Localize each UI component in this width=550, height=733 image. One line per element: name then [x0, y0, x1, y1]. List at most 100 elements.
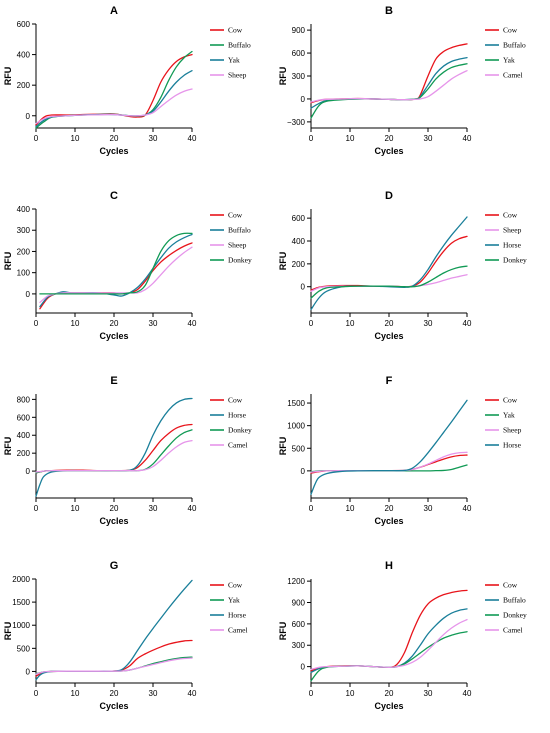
series-line-donkey — [310, 265, 468, 299]
legend-label-cow: Cow — [503, 396, 518, 405]
y-tick-label: 200 — [17, 449, 31, 458]
y-tick-label: 500 — [292, 444, 306, 453]
legend-label-horse: Horse — [503, 441, 522, 450]
x-axis-label: Cycles — [99, 516, 128, 526]
x-tick-label: 20 — [385, 134, 394, 143]
series-line-sheep — [310, 451, 468, 473]
y-axis-label: RFU — [278, 252, 288, 271]
y-axis-label: RFU — [3, 622, 13, 641]
legend-label-buffalo: Buffalo — [228, 226, 251, 235]
legend-label-buffalo: Buffalo — [503, 41, 526, 50]
series-line-sheep — [35, 88, 193, 125]
chart-panel-c: C 0 100 200 300 400 0 10 20 30 40 Cycles RFU Cow Buffa… — [0, 185, 270, 360]
legend-label-camel: Camel — [503, 71, 523, 80]
series-line-cow — [35, 53, 193, 126]
y-tick-label: 1000 — [287, 422, 305, 431]
x-tick-label: 30 — [149, 319, 158, 328]
y-tick-label: 200 — [292, 260, 306, 269]
y-tick-label: 400 — [17, 205, 31, 214]
y-tick-label: 0 — [301, 283, 306, 292]
y-tick-label: 300 — [17, 226, 31, 235]
y-axis-label: RFU — [278, 622, 288, 641]
x-tick-label: 20 — [110, 134, 119, 143]
x-tick-label: 20 — [110, 689, 119, 698]
legend-label-horse: Horse — [228, 611, 247, 620]
series-line-cow — [35, 423, 193, 474]
y-tick-label: 400 — [292, 237, 306, 246]
chart-d-title: D — [385, 190, 393, 202]
y-tick-label: 900 — [292, 599, 306, 608]
y-tick-label: 600 — [292, 49, 306, 58]
y-tick-label: 0 — [301, 663, 306, 672]
y-tick-label: 200 — [17, 81, 31, 90]
series-line-yak — [35, 70, 193, 128]
x-tick-label: 30 — [149, 689, 158, 698]
x-tick-label: 40 — [188, 319, 197, 328]
x-tick-label: 30 — [424, 134, 433, 143]
legend-label-buffalo: Buffalo — [503, 596, 526, 605]
y-tick-label: 0 — [26, 290, 31, 299]
y-axis-label: RFU — [3, 437, 13, 456]
x-tick-label: 40 — [188, 134, 197, 143]
series-line-horse — [35, 397, 193, 497]
y-tick-label: 0 — [301, 95, 306, 104]
legend-label-cow: Cow — [503, 211, 518, 220]
series-line-horse — [35, 579, 193, 681]
chart-e-title: E — [110, 375, 117, 387]
chart-panel-d: D 0 200 400 600 0 10 20 30 40 Cycles RFU Cow Sheep Hor… — [275, 185, 545, 360]
legend-label-camel: Camel — [503, 626, 523, 635]
legend-label-donkey: Donkey — [228, 426, 252, 435]
y-axis-label: RFU — [278, 67, 288, 86]
x-tick-label: 20 — [110, 319, 119, 328]
y-tick-label: 0 — [26, 112, 31, 121]
y-tick-label: 2000 — [12, 575, 30, 584]
chart-g-svg: G 0 500 1000 1500 2000 0 10 20 30 40 Cycles RFU Cow Ya… — [3, 560, 248, 711]
series-line-horse — [310, 399, 468, 496]
x-tick-label: 30 — [149, 134, 158, 143]
y-tick-label: 0 — [26, 467, 31, 476]
x-tick-label: 30 — [424, 504, 433, 513]
legend-label-donkey: Donkey — [228, 256, 252, 265]
x-tick-label: 0 — [34, 319, 39, 328]
x-axis-label: Cycles — [99, 701, 128, 711]
legend-label-yak: Yak — [503, 56, 515, 65]
y-tick-label: 1200 — [287, 577, 305, 586]
legend-label-donkey: Donkey — [503, 256, 527, 265]
x-tick-label: 40 — [463, 689, 472, 698]
y-tick-label: 900 — [292, 26, 306, 35]
series-line-cow — [310, 589, 468, 672]
y-tick-label: 500 — [17, 644, 31, 653]
series-line-horse — [310, 216, 468, 311]
chart-a-title: A — [110, 5, 118, 17]
x-tick-label: 30 — [424, 319, 433, 328]
x-axis-label: Cycles — [374, 146, 403, 156]
y-tick-label: 800 — [17, 395, 31, 404]
x-tick-label: 0 — [309, 689, 314, 698]
legend-label-cow: Cow — [228, 396, 243, 405]
x-tick-label: 0 — [309, 319, 314, 328]
chart-h-svg: H 0 300 600 900 1200 0 10 20 30 40 Cycles RFU Cow Buff… — [278, 560, 527, 711]
x-axis-label: Cycles — [99, 146, 128, 156]
x-axis-label: Cycles — [374, 516, 403, 526]
y-axis-label: RFU — [278, 437, 288, 456]
x-tick-label: 10 — [71, 134, 80, 143]
chart-panel-h: H 0 300 600 900 1200 0 10 20 30 40 Cycles RFU Cow Buff… — [275, 555, 545, 730]
series-line-buffalo — [39, 233, 193, 308]
y-tick-label: 300 — [292, 641, 306, 650]
x-tick-label: 10 — [346, 319, 355, 328]
y-tick-label: 0 — [301, 467, 306, 476]
y-tick-label: −300 — [287, 118, 306, 127]
legend-label-cow: Cow — [503, 26, 518, 35]
y-tick-label: 1500 — [12, 598, 30, 607]
x-tick-label: 40 — [463, 504, 472, 513]
legend-label-yak: Yak — [228, 56, 240, 65]
x-tick-label: 10 — [71, 319, 80, 328]
y-tick-label: 600 — [292, 214, 306, 223]
x-tick-label: 20 — [385, 504, 394, 513]
legend-label-cow: Cow — [228, 211, 243, 220]
legend-label-sheep: Sheep — [228, 241, 247, 250]
x-tick-label: 0 — [309, 504, 314, 513]
legend-label-horse: Horse — [503, 241, 522, 250]
x-tick-label: 10 — [71, 504, 80, 513]
y-tick-label: 300 — [292, 72, 306, 81]
